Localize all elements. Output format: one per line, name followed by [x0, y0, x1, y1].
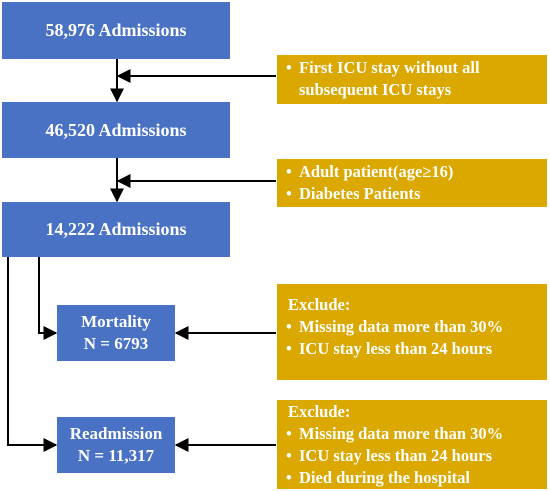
filter-box-1: First ICU stay without all subsequent IC… [277, 55, 547, 104]
exclude-mortality-item-1: Missing data more than 30% [283, 316, 541, 338]
readmission-box: Readmission N = 11,317 [57, 417, 175, 473]
exclude-readmission-item-1: Missing data more than 30% [283, 423, 541, 445]
exclude-box-readmission: Exclude: Missing data more than 30% ICU … [277, 400, 547, 489]
admissions-count-3: 14,222 Admissions [45, 219, 187, 239]
arrow-to-readmission [7, 257, 58, 452]
filter-2-item-1: Adult patient(age≥16) [283, 161, 541, 183]
filter-1-item: First ICU stay without all subsequent IC… [283, 57, 541, 101]
exclude-mortality-item-2: ICU stay less than 24 hours [283, 338, 541, 360]
admissions-count-2: 46,520 Admissions [45, 119, 187, 140]
admissions-box-3: 14,222 Admissions [2, 202, 230, 257]
admissions-box-1: 58,976 Admissions [2, 2, 230, 59]
admissions-box-2: 46,520 Admissions [2, 102, 230, 158]
exclude-readmission-item-3: Died during the hospital [283, 467, 541, 489]
filter-box-2: Adult patient(age≥16) Diabetes Patients [277, 159, 547, 207]
exclude-mortality-header: Exclude: [288, 295, 351, 314]
filter-2-item-2: Diabetes Patients [283, 183, 541, 205]
readmission-title: Readmission [69, 424, 163, 443]
mortality-box: Mortality N = 6793 [57, 305, 175, 361]
readmission-count: N = 11,317 [77, 446, 155, 465]
exclude-box-mortality: Exclude: Missing data more than 30% ICU … [277, 284, 547, 380]
exclude-readmission-item-2: ICU stay less than 24 hours [283, 445, 541, 467]
admissions-count-1: 58,976 Admissions [45, 20, 187, 40]
arrow-to-mortality [38, 257, 58, 340]
exclude-readmission-header: Exclude: [288, 402, 351, 421]
mortality-count: N = 6793 [83, 334, 149, 353]
mortality-title: Mortality [81, 312, 151, 331]
